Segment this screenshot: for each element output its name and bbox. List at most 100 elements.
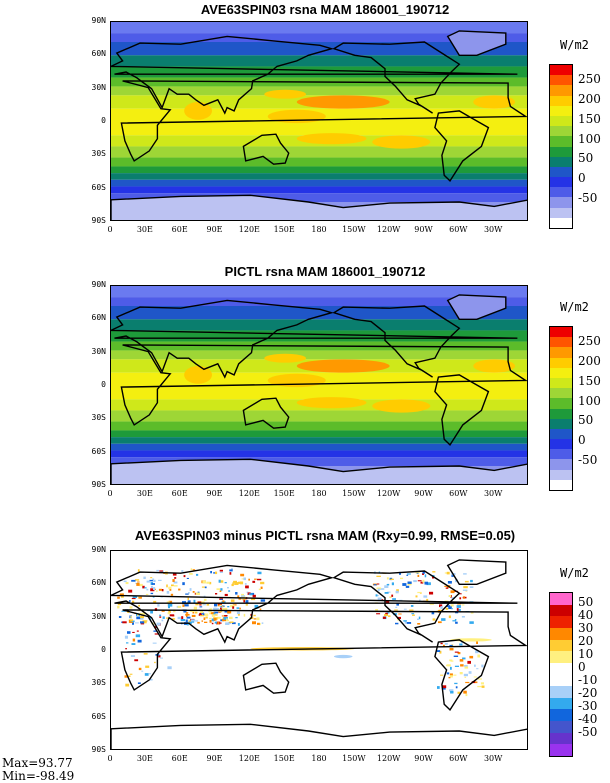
anomaly-cell [481,685,485,688]
anomaly-cell [244,599,247,601]
anomaly-cell [142,612,145,616]
anomaly-cell [432,571,436,573]
anomaly-cell [124,635,128,639]
anomaly-cell [166,591,170,594]
anomaly-cell [154,626,157,629]
anomaly-cell [205,616,208,619]
anomaly-cell [145,665,150,668]
anomaly-cell [480,682,484,685]
anomaly-cell [241,595,245,597]
contour-map [110,21,528,221]
anomaly-cell [221,601,226,604]
anomaly-cell [233,580,237,584]
panel-title: AVE63SPIN03 rsna MAM 186001_190712 [200,2,450,17]
anomaly-cell [186,616,191,619]
anomaly-cell [131,643,136,645]
lat-tick-label: 60S [91,711,106,721]
anomaly-cell [257,571,262,575]
lon-tick-label: 120E [238,754,260,763]
anomaly-cell [252,594,256,598]
panel-model-mean: AVE63SPIN03 rsna MAM 186001_190712 W/m2 … [0,0,610,260]
anomaly-cell [386,577,389,580]
anomaly-cell [453,674,457,676]
anomaly-cell [418,616,421,620]
anomaly-cell [222,600,225,603]
colorbar-label: -50 [578,453,598,468]
lat-tick-label: 30S [91,678,106,688]
anomaly-cell [376,613,381,615]
anomaly-cell [193,599,196,603]
coastline [120,344,527,426]
lon-tick-label: 30E [136,489,153,498]
anomaly-cell [138,667,142,671]
anomaly-cell [213,607,218,611]
anomaly-cell [424,581,428,585]
colorbar-label: -40 [578,711,598,726]
anomaly-cell [220,588,223,591]
colorbar-swatch [550,398,572,409]
land-fill [111,195,527,220]
anomaly-cell [476,668,479,670]
anomaly-cell [140,615,143,617]
anomaly-cell [410,605,414,607]
field-band [111,437,527,444]
anomaly-cell [407,581,412,584]
anomaly-cell [144,587,147,589]
colorbar-label: 50 [578,594,594,609]
anomaly-cell [217,603,222,605]
field-band [111,33,527,42]
coastline [446,294,507,320]
coastline [446,559,507,585]
anomaly-cell [231,583,234,587]
colorbar-swatch [550,449,572,460]
anomaly-cell [118,616,122,618]
anomaly-cell [234,582,239,585]
anomaly-cell [226,619,229,622]
anomaly-cell [168,586,172,590]
anomaly-cell [129,606,133,609]
lon-tick-label: 60W [449,489,468,498]
lat-tick-label: 90S [91,745,106,754]
colorbar-label: 0 [578,433,586,448]
anomaly-cell [463,586,468,589]
land-fill [111,459,527,484]
anomaly-cell [189,588,192,591]
anomaly-cell [400,577,404,580]
anomaly-cell [395,590,399,594]
anomaly-cell [177,616,181,620]
anomaly-cell [449,648,454,651]
panel-title: PICTL rsna MAM 186001_190712 [224,264,426,279]
anomaly-cell [130,655,135,657]
anomaly-cell [157,604,160,607]
field-maximum [184,102,213,120]
field-band [111,430,527,438]
anomaly-cell [202,580,206,584]
anomaly-cell [240,573,245,577]
anomaly-cell [391,582,394,586]
anomaly-cell [238,598,242,600]
anomaly-cell [200,612,204,615]
anomaly-cell [210,571,212,574]
anomaly-cell [254,604,259,607]
anomaly-cell [195,620,199,622]
anomaly-cell [382,616,386,619]
anomaly-cell [132,631,135,633]
anomaly-cell [431,612,435,615]
lon-tick-label: 120W [376,489,401,498]
lon-tick-label: 150E [273,225,295,234]
anomaly-cell [477,654,481,658]
field-band [111,443,527,451]
anomaly-cell [477,685,482,688]
anomaly-cell [125,648,127,650]
panel-control-mean: PICTL rsna MAM 186001_190712 W/m2 250 200… [110,264,601,491]
anomaly-cell [198,601,201,603]
anomaly-cell [227,610,232,614]
field-band [111,179,527,187]
anomaly-cell [432,576,435,579]
anomaly-cell [417,623,421,625]
lon-tick-label: 120E [238,489,260,498]
field-maximum [264,353,307,363]
anomaly-cell [245,604,248,606]
panel-title: AVE63SPIN03 minus PICTL rsna MAM (Rxy=0.… [134,528,516,543]
anomaly-cell [191,621,195,623]
